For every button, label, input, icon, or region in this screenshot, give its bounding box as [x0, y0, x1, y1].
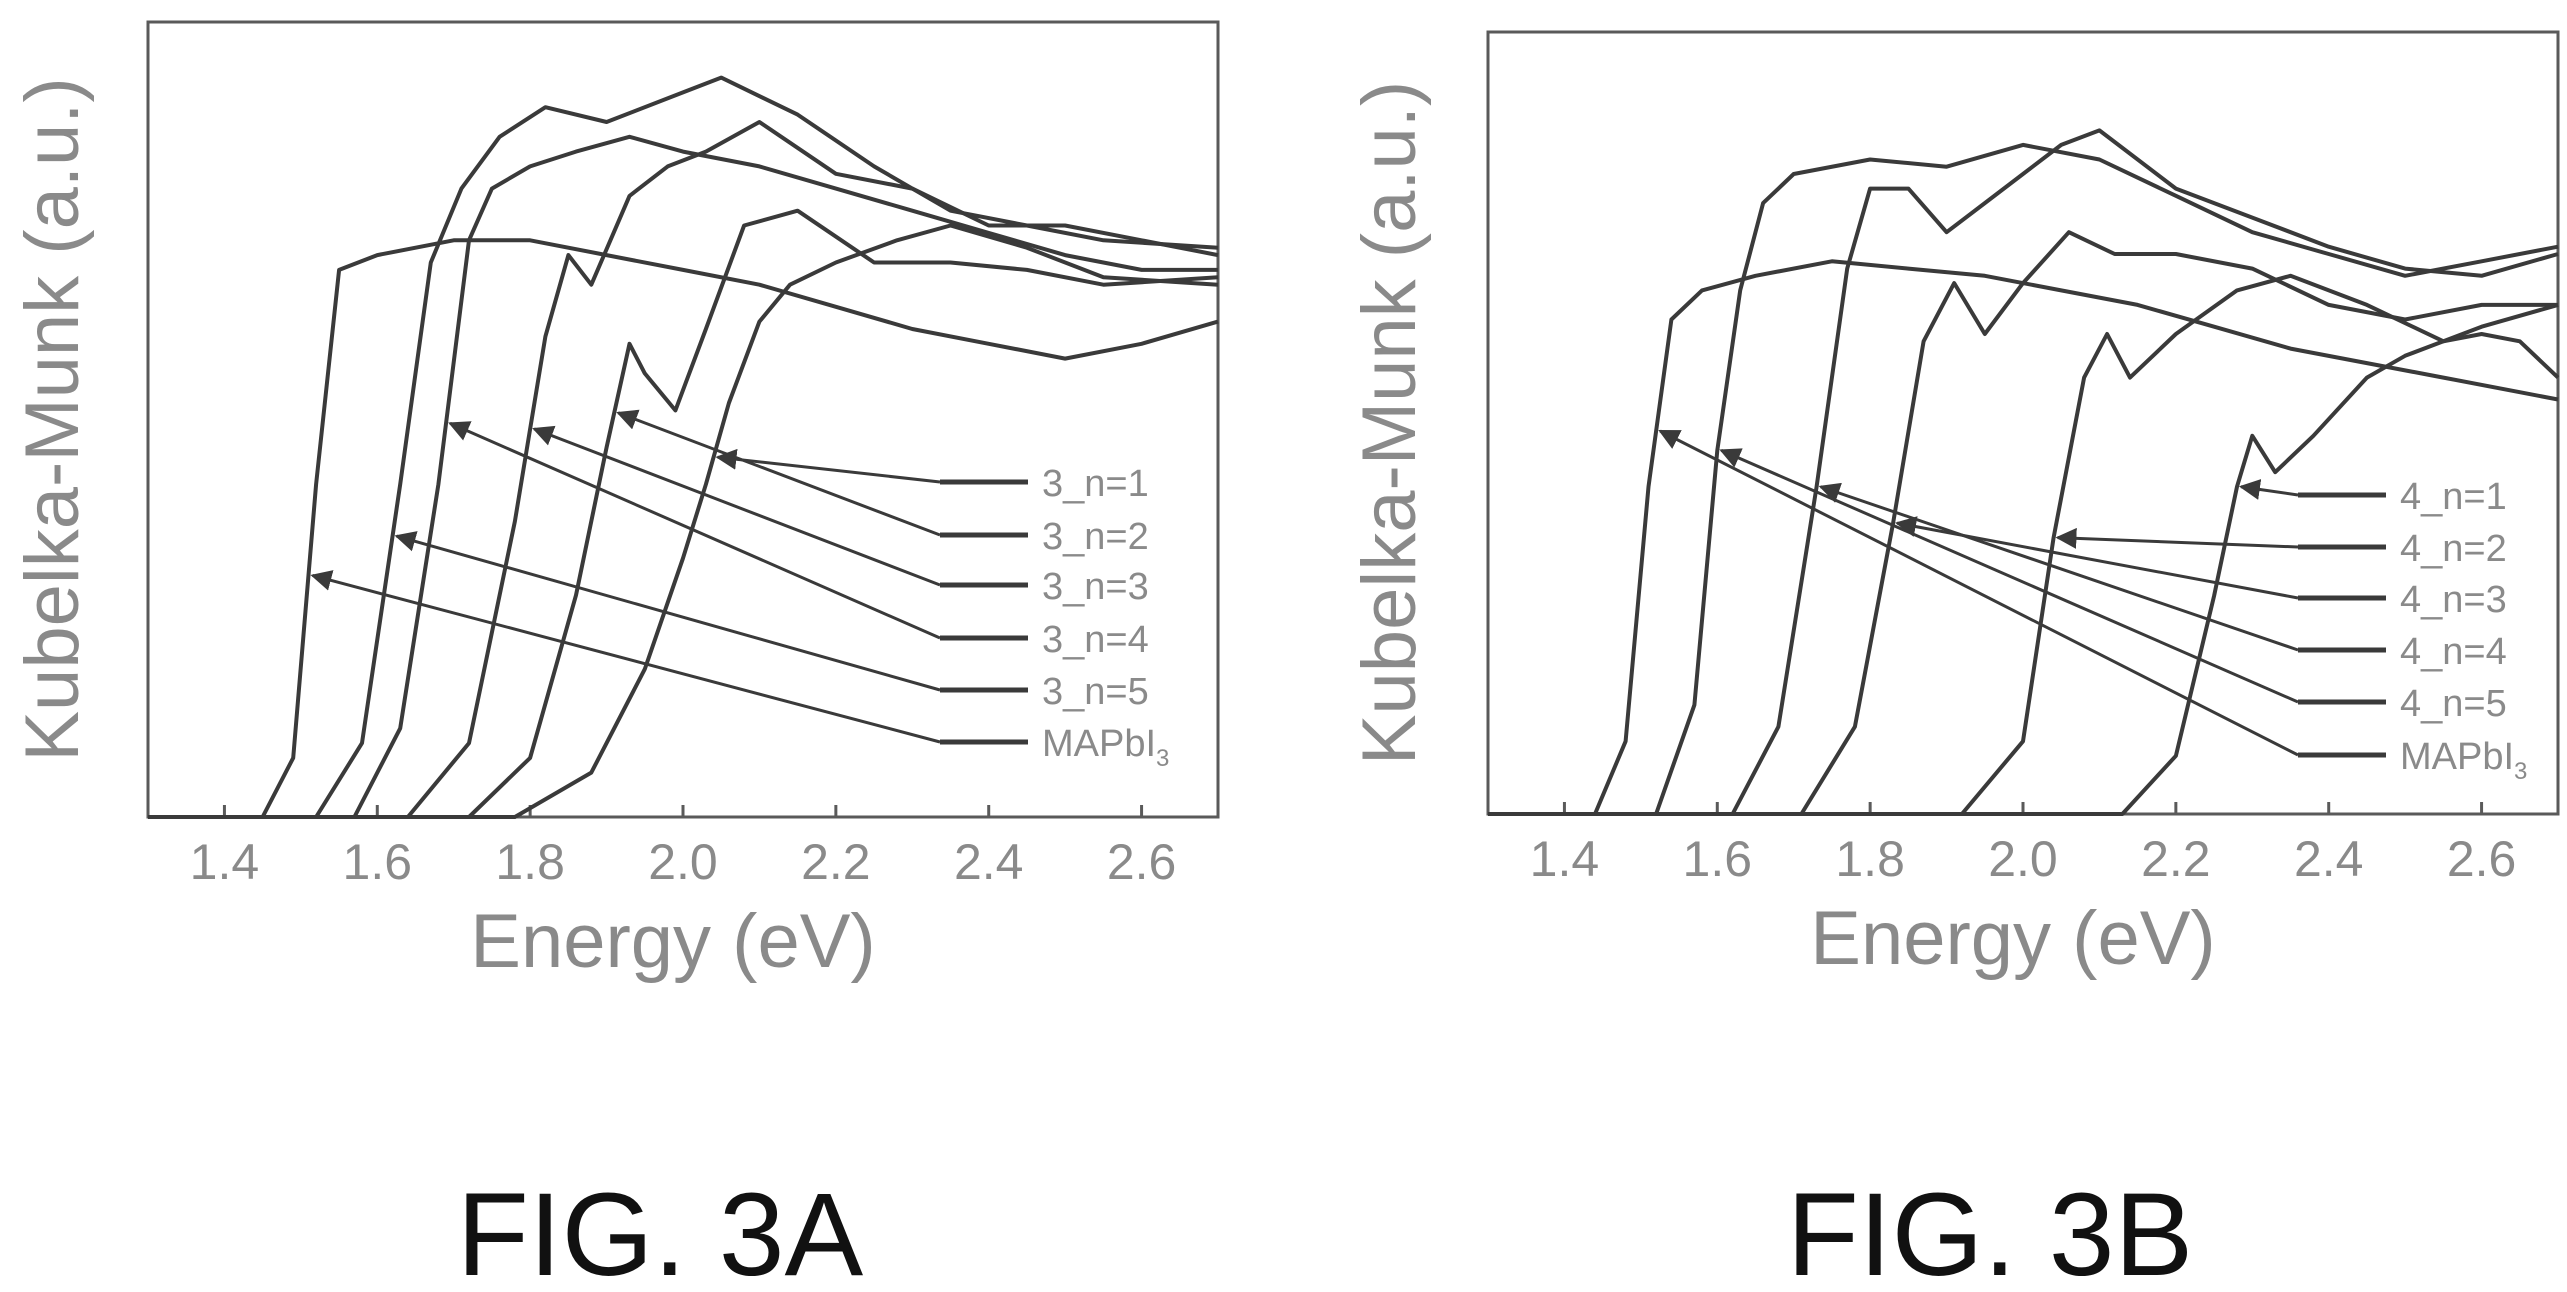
series-line-5 — [1488, 142, 2559, 816]
legend-arrow — [1658, 429, 2299, 757]
legend-arrow — [2238, 479, 2299, 500]
x-tick-label: 2.6 — [2447, 831, 2517, 887]
x-tick-label: 2.6 — [1107, 834, 1177, 890]
legend-arrow — [715, 448, 941, 484]
series-line-1 — [1488, 332, 2560, 816]
x-axis-label: Energy (eV) — [470, 899, 876, 984]
legend-label: 3_n=1 — [1042, 463, 1149, 505]
x-tick-label: 1.6 — [343, 834, 413, 890]
legend-arrow — [394, 531, 941, 692]
legend-arrow — [310, 570, 941, 744]
chart-panel-fig-3b: 1.4 1.6 1.8 2.0 2.2 2.4 2.6 Energy (eV) Kubelka-… — [1347, 30, 2560, 1292]
legend-label: 4_n=2 — [2400, 528, 2507, 570]
x-tick-label: 1.6 — [1683, 831, 1753, 887]
x-tick-label: 2.0 — [1988, 831, 2058, 887]
series-line-3 — [148, 120, 1219, 819]
series-line-1 — [148, 223, 1219, 819]
legend-label: MAPbI3 — [2400, 736, 2527, 785]
x-tick-label: 1.8 — [1835, 831, 1905, 887]
legend-label: 3_n=2 — [1042, 516, 1149, 558]
figure-caption: FIG. 3B — [1787, 1169, 2194, 1292]
legend-label: 4_n=5 — [2400, 683, 2507, 725]
plot-frame — [1486, 30, 2560, 816]
y-axis-label: Kubelka-Munk (a.u.) — [10, 77, 95, 761]
x-tick-label: 2.4 — [954, 834, 1024, 890]
legend-label: 4_n=4 — [2400, 631, 2507, 673]
chart-panel-fig-3a: 1.4 1.6 1.8 2.0 2.2 2.4 2.6 Energy (eV) Kubelka-… — [10, 20, 1220, 1292]
legend-arrow — [616, 409, 941, 537]
x-axis-label: Energy (eV) — [1810, 896, 2216, 981]
series-line-5 — [148, 75, 1219, 819]
series-line-6 — [1488, 259, 2559, 816]
x-tick-label: 2.2 — [801, 834, 871, 890]
figure-caption: FIG. 3A — [457, 1169, 864, 1292]
series-line-3 — [1488, 230, 2558, 816]
legend-label: 3_n=5 — [1042, 671, 1149, 713]
x-tick-label: 2.4 — [2294, 831, 2364, 887]
y-axis-label: Kubelka-Munk (a.u.) — [1347, 81, 1432, 765]
x-tick-label: 2.0 — [648, 834, 718, 890]
x-tick-label: 1.4 — [190, 834, 260, 890]
x-tick-label: 2.2 — [2141, 831, 2211, 887]
legend-label: 4_n=3 — [2400, 579, 2507, 621]
legend-arrow — [2055, 527, 2299, 549]
legend-label: MAPbI3 — [1042, 723, 1169, 772]
legend-arrow — [1719, 448, 2299, 704]
legend-label: 3_n=3 — [1042, 566, 1149, 608]
series-line-2 — [148, 208, 1219, 819]
legend-label: 3_n=4 — [1042, 619, 1149, 661]
x-tick-label: 1.8 — [495, 834, 565, 890]
series-line-6 — [148, 238, 1219, 819]
legend-arrow — [1818, 482, 2299, 652]
series-line-4 — [148, 134, 1218, 819]
legend-label: 4_n=1 — [2400, 476, 2507, 518]
x-tick-label: 1.4 — [1530, 831, 1600, 887]
series-line-4 — [1488, 128, 2559, 816]
legend-arrow — [532, 425, 941, 587]
legend-arrow — [448, 421, 941, 640]
series-line-2 — [1488, 273, 2559, 816]
